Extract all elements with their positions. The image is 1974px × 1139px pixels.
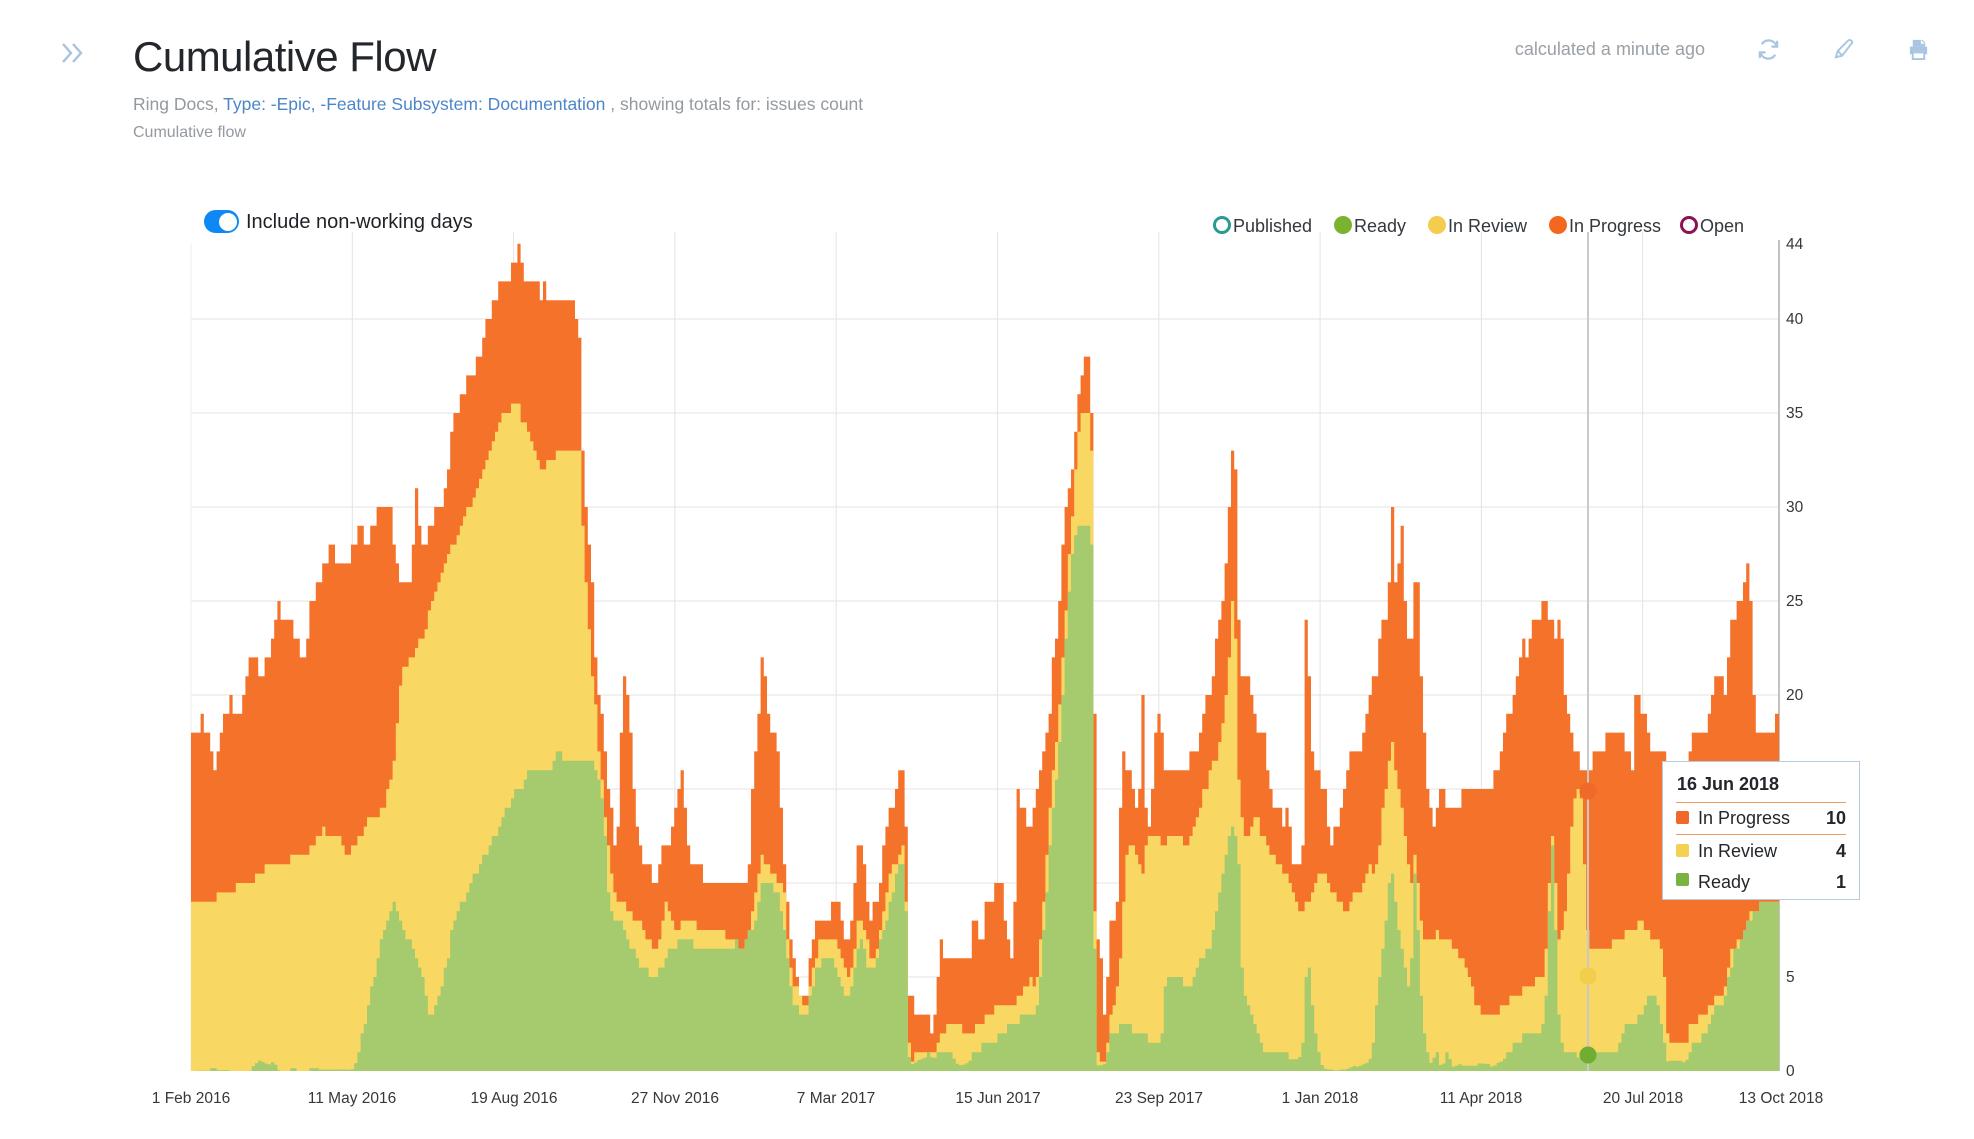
svg-text:15 Jun 2017: 15 Jun 2017 bbox=[955, 1090, 1040, 1107]
svg-text:27 Nov 2016: 27 Nov 2016 bbox=[631, 1090, 719, 1107]
svg-text:11 May 2016: 11 May 2016 bbox=[308, 1090, 396, 1107]
svg-text:40: 40 bbox=[1786, 311, 1804, 328]
svg-text:11 Apr 2018: 11 Apr 2018 bbox=[1440, 1090, 1522, 1107]
svg-text:44: 44 bbox=[1786, 236, 1804, 253]
svg-text:19 Aug 2016: 19 Aug 2016 bbox=[470, 1090, 557, 1107]
svg-text:20: 20 bbox=[1786, 687, 1804, 704]
svg-text:1 Feb 2016: 1 Feb 2016 bbox=[152, 1090, 230, 1107]
svg-text:13 Oct 2018: 13 Oct 2018 bbox=[1739, 1090, 1823, 1107]
svg-text:1 Jan 2018: 1 Jan 2018 bbox=[1282, 1090, 1359, 1107]
svg-text:30: 30 bbox=[1786, 499, 1804, 516]
svg-text:0: 0 bbox=[1786, 1063, 1795, 1080]
svg-text:35: 35 bbox=[1786, 405, 1803, 422]
svg-text:23 Sep 2017: 23 Sep 2017 bbox=[1115, 1090, 1203, 1107]
svg-text:5: 5 bbox=[1786, 969, 1795, 986]
svg-text:7 Mar 2017: 7 Mar 2017 bbox=[797, 1090, 875, 1107]
svg-text:25: 25 bbox=[1786, 593, 1803, 610]
svg-text:20 Jul 2018: 20 Jul 2018 bbox=[1603, 1090, 1683, 1107]
